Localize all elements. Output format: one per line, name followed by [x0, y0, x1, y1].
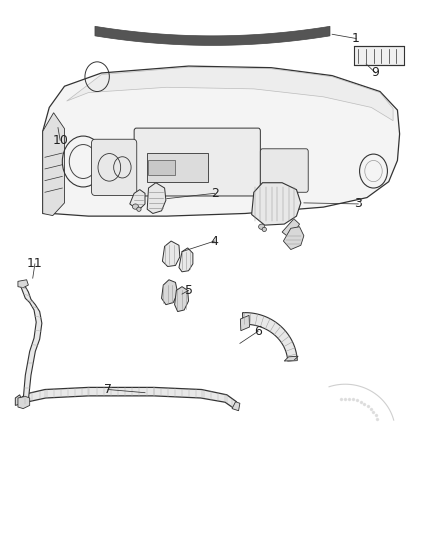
Polygon shape: [162, 280, 178, 305]
Text: 1: 1: [352, 32, 360, 45]
Text: 6: 6: [254, 325, 262, 338]
Text: 3: 3: [354, 197, 362, 211]
Polygon shape: [15, 395, 21, 406]
Polygon shape: [283, 227, 304, 249]
Polygon shape: [18, 280, 28, 288]
Polygon shape: [147, 183, 166, 214]
Polygon shape: [67, 67, 393, 120]
Polygon shape: [243, 313, 297, 361]
Polygon shape: [20, 284, 42, 400]
Polygon shape: [175, 287, 188, 312]
Ellipse shape: [132, 204, 138, 209]
FancyBboxPatch shape: [260, 149, 308, 192]
Polygon shape: [252, 183, 301, 225]
Polygon shape: [43, 113, 64, 216]
Polygon shape: [18, 397, 30, 409]
FancyBboxPatch shape: [148, 160, 176, 175]
Polygon shape: [95, 26, 330, 45]
Polygon shape: [282, 219, 300, 239]
Polygon shape: [232, 402, 240, 411]
Polygon shape: [162, 241, 180, 266]
Polygon shape: [130, 190, 145, 208]
Text: 11: 11: [27, 257, 43, 270]
Ellipse shape: [258, 224, 265, 229]
FancyBboxPatch shape: [354, 46, 404, 65]
FancyBboxPatch shape: [147, 152, 208, 182]
Polygon shape: [179, 248, 193, 272]
Ellipse shape: [262, 227, 266, 231]
Ellipse shape: [137, 207, 141, 212]
FancyBboxPatch shape: [92, 139, 137, 196]
Polygon shape: [18, 387, 237, 409]
FancyBboxPatch shape: [134, 128, 260, 196]
Text: 10: 10: [52, 134, 68, 147]
Text: 2: 2: [211, 187, 219, 200]
Text: 5: 5: [184, 284, 193, 297]
Polygon shape: [284, 356, 298, 361]
Text: 7: 7: [104, 383, 112, 396]
Text: 4: 4: [211, 235, 219, 247]
Polygon shape: [240, 316, 250, 330]
Polygon shape: [43, 66, 399, 216]
Text: 9: 9: [372, 67, 380, 79]
